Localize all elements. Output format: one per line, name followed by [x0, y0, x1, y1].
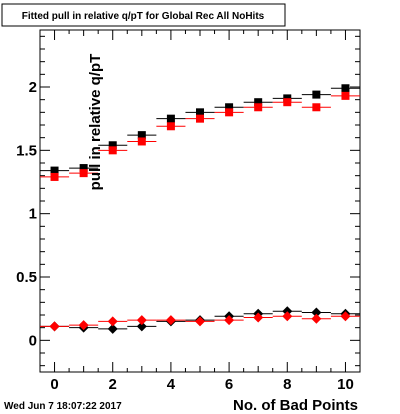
x-tick-label: 6 [225, 376, 233, 393]
title-frame [1, 3, 286, 27]
data-point-square [254, 98, 263, 107]
x-tick-label: 0 [50, 376, 58, 393]
y-tick-label: 2 [29, 79, 37, 96]
data-point-diamond [282, 311, 293, 322]
data-point-diamond [311, 307, 322, 318]
data-point-square [283, 98, 292, 107]
data-point-diamond [136, 321, 147, 332]
x-tick-label: 8 [283, 376, 291, 393]
series-3 [40, 311, 360, 332]
data-point-square [137, 131, 146, 140]
y-tick-label: 0.5 [16, 269, 37, 286]
data-point-square [254, 103, 263, 112]
chart-title-box: Fitted pull in relative q/pT for Global … [1, 3, 286, 27]
data-point-square [312, 90, 321, 99]
chart-title: Fitted pull in relative q/pT for Global … [22, 11, 265, 22]
data-point-diamond [195, 316, 205, 327]
y-axis-title: pull in relative q/pT [87, 54, 104, 191]
data-point-square [50, 166, 59, 175]
x-tick-label: 4 [167, 376, 176, 393]
data-point-square [108, 146, 117, 155]
data-point-square [108, 141, 117, 150]
x-tick-labels: 0 2 4 6 8 10 [50, 376, 353, 393]
data-point-diamond [136, 315, 147, 326]
data-point-square [137, 137, 146, 146]
data-point-square [196, 108, 204, 117]
data-point-square [341, 91, 350, 100]
data-point-square [225, 103, 234, 112]
data-point-diamond [282, 306, 293, 317]
data-point-square [341, 84, 350, 93]
data-point-diamond [49, 321, 60, 332]
data-point-diamond [107, 316, 118, 327]
data-point-diamond [107, 323, 118, 334]
data-marks [40, 84, 360, 334]
data-point-diamond [253, 312, 264, 323]
data-point-square [50, 172, 59, 181]
axis-ticks [39, 30, 361, 372]
timestamp-footer: Wed Jun 7 18:07:22 2017 [4, 401, 122, 412]
x-tick-label: 2 [109, 376, 117, 393]
y-tick-label: 1 [29, 206, 37, 223]
data-point-square [196, 114, 204, 123]
data-point-diamond [165, 315, 176, 326]
series-1 [40, 91, 360, 181]
data-point-diamond [311, 313, 322, 324]
data-point-square [312, 103, 321, 112]
data-point-square [225, 108, 234, 117]
x-tick-label: 10 [337, 376, 354, 393]
data-point-square [79, 164, 88, 173]
y-tick-label: 1.5 [16, 142, 37, 159]
x-axis-title: No. of Bad Points [233, 397, 358, 414]
data-point-diamond [78, 320, 89, 331]
data-point-square [79, 169, 88, 178]
data-point-diamond [340, 311, 351, 322]
data-point-diamond [224, 315, 235, 326]
y-tick-labels: 0 0.5 1 1.5 2 [16, 79, 37, 349]
data-point-square [166, 122, 175, 131]
y-tick-label: 0 [29, 332, 37, 349]
data-point-square [166, 114, 175, 123]
